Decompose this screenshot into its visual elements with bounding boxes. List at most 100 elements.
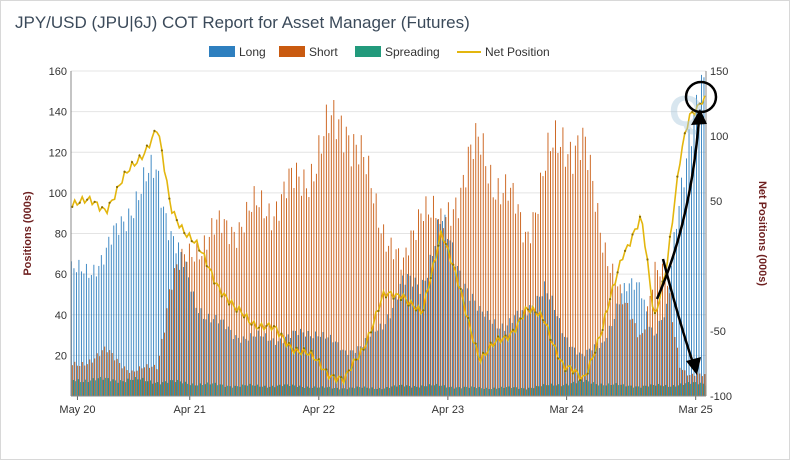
bar-long xyxy=(559,318,560,396)
bar-spreading xyxy=(431,385,433,396)
bar-long xyxy=(648,326,650,396)
net-point xyxy=(317,357,320,361)
net-point xyxy=(183,231,186,235)
bar-long xyxy=(178,242,179,396)
bar-spreading xyxy=(657,383,659,396)
bar-spreading xyxy=(610,385,612,396)
net-point xyxy=(369,331,373,334)
bar-spreading xyxy=(172,380,174,396)
bar-spreading xyxy=(276,385,278,396)
bar-spreading xyxy=(234,385,236,396)
bar-spreading xyxy=(110,381,112,396)
bar-spreading xyxy=(182,383,184,396)
bar-long xyxy=(332,342,334,396)
bar-spreading xyxy=(184,381,186,396)
bar-spreading xyxy=(563,385,565,396)
bar-short xyxy=(587,170,589,396)
bar-short xyxy=(191,257,193,396)
bar-spreading xyxy=(498,388,500,396)
bar-short xyxy=(403,257,404,396)
bar-long xyxy=(414,277,416,396)
bar-long xyxy=(429,254,431,396)
bar-short xyxy=(126,370,128,396)
bar-spreading xyxy=(441,385,443,396)
bar-spreading xyxy=(202,385,204,396)
bar-short xyxy=(365,174,367,396)
bar-long xyxy=(608,325,610,396)
bar-spreading xyxy=(486,387,488,396)
bar-spreading xyxy=(620,384,622,396)
bar-spreading xyxy=(324,387,326,396)
bar-spreading xyxy=(237,386,239,396)
bar-spreading xyxy=(575,383,577,396)
bar-short xyxy=(101,350,103,396)
bar-long xyxy=(501,323,503,396)
legend-swatch-short xyxy=(279,46,305,57)
net-point xyxy=(362,348,365,351)
net-point xyxy=(594,351,597,354)
legend-swatch-spreading xyxy=(355,46,381,57)
bar-short xyxy=(216,219,218,396)
bar-short xyxy=(333,100,335,397)
net-point xyxy=(340,376,343,379)
bar-short xyxy=(607,266,609,396)
bar-spreading xyxy=(296,387,298,396)
bar-spreading xyxy=(615,383,617,396)
bar-long xyxy=(549,299,551,396)
bar-short xyxy=(251,211,253,396)
bar-long xyxy=(280,338,282,396)
net-point xyxy=(130,160,134,164)
bar-short xyxy=(94,358,96,396)
bar-spreading xyxy=(391,386,393,396)
bar-long xyxy=(613,318,615,396)
bar-long xyxy=(452,242,453,396)
bar-short xyxy=(627,302,629,396)
net-point xyxy=(586,372,589,375)
bar-short xyxy=(300,195,302,396)
annotation-arrow-down xyxy=(661,258,695,364)
bar-long xyxy=(305,336,306,396)
legend-label-long: Long xyxy=(239,45,266,59)
bar-long xyxy=(262,336,264,396)
bar-long xyxy=(579,352,580,396)
bar-long xyxy=(603,341,605,396)
bar-spreading xyxy=(142,377,144,396)
bar-spreading xyxy=(321,386,323,396)
bar-short xyxy=(637,337,639,396)
bar-long xyxy=(173,236,174,396)
bar-short xyxy=(502,193,504,396)
bar-long xyxy=(88,277,90,396)
bar-short xyxy=(609,272,611,396)
bar-long xyxy=(377,330,379,396)
bar-spreading xyxy=(580,380,582,396)
bar-short xyxy=(467,146,469,396)
bar-long xyxy=(130,215,132,396)
bar-long xyxy=(442,221,443,396)
bar-long xyxy=(623,283,625,396)
bar-long xyxy=(297,335,299,396)
bar-spreading xyxy=(526,389,527,396)
bar-short xyxy=(642,333,644,396)
bar-spreading xyxy=(394,385,395,396)
bar-long xyxy=(359,346,361,396)
bar-spreading xyxy=(167,382,169,396)
bar-spreading xyxy=(366,387,368,396)
bar-long xyxy=(683,187,685,396)
bar-short xyxy=(644,329,646,396)
bar-long xyxy=(242,336,244,396)
bar-spreading xyxy=(386,387,388,396)
bar-long xyxy=(78,259,80,396)
bar-short xyxy=(547,132,549,396)
bar-long xyxy=(544,281,546,396)
bar-short xyxy=(500,204,502,396)
bar-long xyxy=(80,271,82,396)
bar-short xyxy=(515,213,517,396)
bar-short xyxy=(604,242,606,396)
bar-short xyxy=(398,248,400,396)
bar-long xyxy=(200,308,202,396)
bar-short xyxy=(203,235,205,396)
bar-spreading xyxy=(306,386,308,396)
bar-long xyxy=(240,342,242,396)
bar-long xyxy=(300,328,301,396)
bar-short xyxy=(291,167,292,396)
